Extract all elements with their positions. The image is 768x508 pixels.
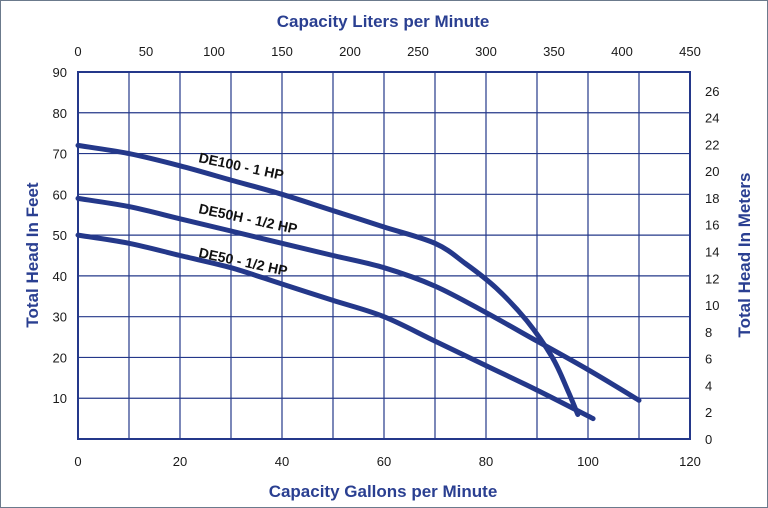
performance-curves [75, 142, 642, 422]
x2-tick-label: 200 [339, 44, 361, 59]
y-tick-label: 30 [53, 310, 67, 325]
y2-tick-label: 8 [705, 325, 712, 340]
grid [77, 71, 691, 440]
y2-tick-label: 10 [705, 298, 719, 313]
x2-tick-label: 100 [203, 44, 225, 59]
curve-de50 [75, 232, 596, 422]
x2-tick-label: 50 [139, 44, 153, 59]
x-tick-label: 80 [479, 454, 493, 469]
y2-tick-label: 14 [705, 244, 719, 259]
y-tick-label: 80 [53, 106, 67, 121]
curve-de50h [75, 195, 642, 403]
y2-tick-label: 12 [705, 271, 719, 286]
left-axis-title: Total Head In Feet [23, 182, 42, 327]
curve-labels: DE100 - 1 HP DE50H - 1/2 HP DE50 - 1/2 H… [197, 149, 299, 278]
x-tick-label: 120 [679, 454, 701, 469]
y-tick-label: 40 [53, 269, 67, 284]
y2-tick-label: 4 [705, 378, 712, 393]
x2-tick-label: 400 [611, 44, 633, 59]
right-axis-title: Total Head In Meters [735, 173, 754, 338]
y2-tick-label: 20 [705, 164, 719, 179]
plot-border [77, 71, 691, 440]
curve-label-de50h: DE50H - 1/2 HP [197, 200, 299, 237]
x2-tick-label: 0 [74, 44, 81, 59]
y-tick-label: 90 [53, 65, 67, 80]
y-tick-label: 50 [53, 228, 67, 243]
x2-tick-label: 250 [407, 44, 429, 59]
y2-tick-label: 26 [705, 84, 719, 99]
curve-label-de100: DE100 - 1 HP [197, 149, 285, 183]
y-tick-label: 70 [53, 147, 67, 162]
y2-tick-label: 16 [705, 218, 719, 233]
x-tick-label: 20 [173, 454, 187, 469]
top-axis-title: Capacity Liters per Minute [277, 12, 490, 31]
x2-tick-label: 450 [679, 44, 701, 59]
x-tick-label: 0 [74, 454, 81, 469]
x2-tick-label: 300 [475, 44, 497, 59]
x-tick-label: 100 [577, 454, 599, 469]
y2-tick-label: 2 [705, 405, 712, 420]
bottom-axis-title: Capacity Gallons per Minute [269, 482, 498, 501]
y2-tick-label: 6 [705, 352, 712, 367]
y-tick-label: 10 [53, 391, 67, 406]
y-tick-label: 20 [53, 350, 67, 365]
y2-tick-label: 0 [705, 432, 712, 447]
x2-tick-label: 350 [543, 44, 565, 59]
y-tick-label: 60 [53, 187, 67, 202]
x-tick-label: 40 [275, 454, 289, 469]
x2-tick-label: 150 [271, 44, 293, 59]
curve-de100 [75, 142, 581, 417]
y2-tick-label: 22 [705, 137, 719, 152]
y2-tick-label: 24 [705, 111, 719, 126]
y2-tick-label: 18 [705, 191, 719, 206]
x-tick-label: 60 [377, 454, 391, 469]
